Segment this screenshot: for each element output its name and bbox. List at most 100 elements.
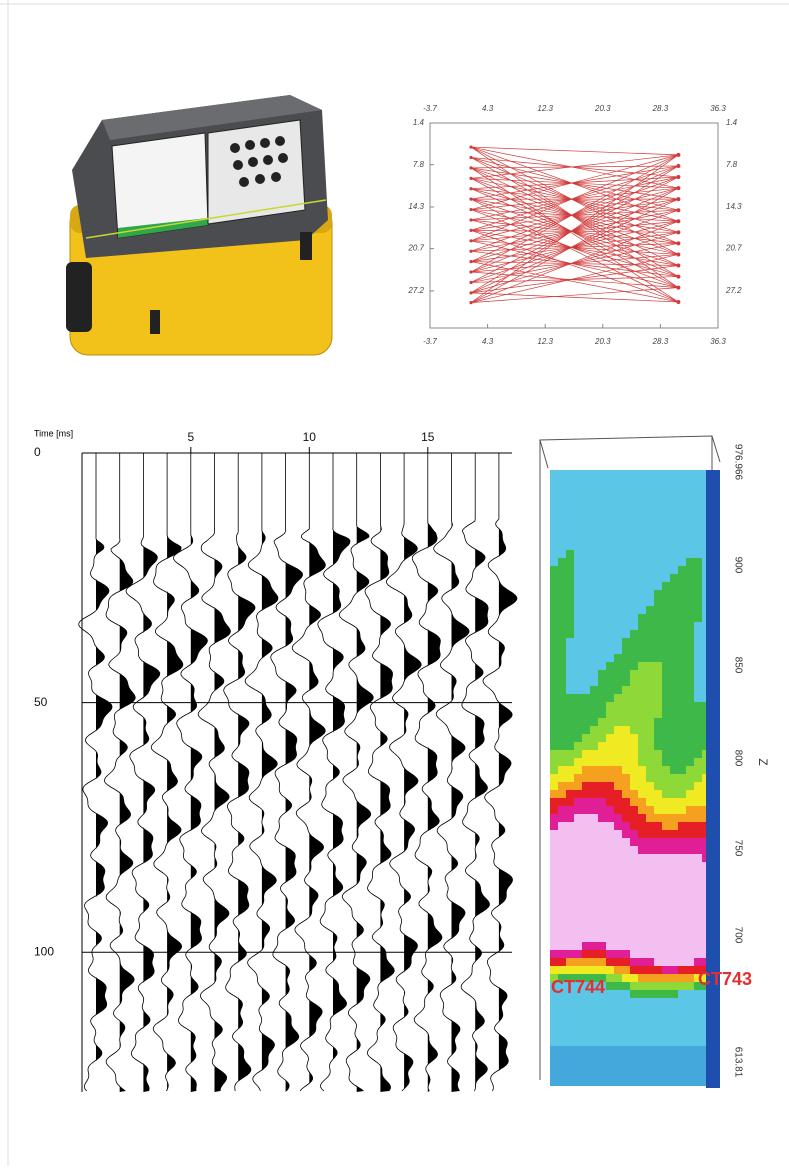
tomogram-cell bbox=[670, 1078, 678, 1086]
tomogram-cell bbox=[558, 550, 566, 558]
tomogram-cell bbox=[694, 566, 702, 574]
tomogram-cell bbox=[582, 534, 590, 542]
tomogram-cell bbox=[678, 774, 686, 782]
tomogram-cell bbox=[670, 526, 678, 534]
tomogram-cell bbox=[638, 502, 646, 510]
tomogram-cell bbox=[622, 1046, 630, 1054]
source bbox=[469, 250, 472, 253]
tomogram-cell bbox=[654, 798, 662, 806]
tomogram-cell bbox=[694, 926, 702, 934]
tomogram-cell bbox=[662, 1078, 670, 1086]
tomogram-cell bbox=[654, 1038, 662, 1046]
tomogram-cell bbox=[566, 470, 574, 478]
tomogram-cell bbox=[686, 726, 694, 734]
tomogram-cell bbox=[566, 582, 574, 590]
tomogram-cell bbox=[590, 670, 598, 678]
tomogram-cell bbox=[590, 782, 598, 790]
tomogram-cell bbox=[590, 774, 598, 782]
tomogram-cell bbox=[670, 502, 678, 510]
tomogram-cell bbox=[574, 950, 582, 958]
tomogram-cell bbox=[694, 590, 702, 598]
tomogram-cell bbox=[598, 558, 606, 566]
tomogram-cell bbox=[654, 942, 662, 950]
tomogram-cell bbox=[566, 478, 574, 486]
tomogram-cell bbox=[638, 998, 646, 1006]
tomogram-cell bbox=[630, 718, 638, 726]
tomogram-cell bbox=[614, 550, 622, 558]
tomogram-cell bbox=[598, 966, 606, 974]
tomogram-cell bbox=[670, 966, 678, 974]
tomogram-cell bbox=[646, 566, 654, 574]
tomogram-cell bbox=[614, 558, 622, 566]
tomogram-cell bbox=[558, 750, 566, 758]
tomogram-cell bbox=[630, 838, 638, 846]
tomogram-cell bbox=[630, 678, 638, 686]
tomogram-cell bbox=[558, 950, 566, 958]
tomogram-cell bbox=[606, 742, 614, 750]
tomogram-cell bbox=[694, 806, 702, 814]
tomogram-cell bbox=[598, 534, 606, 542]
tomogram-cell bbox=[566, 1022, 574, 1030]
receiver bbox=[676, 264, 680, 268]
tomogram-cell bbox=[574, 542, 582, 550]
tomogram-cell bbox=[694, 1014, 702, 1022]
z-tick-label: 850 bbox=[732, 657, 743, 674]
tomogram-cell bbox=[558, 654, 566, 662]
trace-fill bbox=[238, 453, 255, 1092]
tomogram-cell bbox=[566, 790, 574, 798]
tomogram-cell bbox=[598, 638, 606, 646]
tomogram-cell bbox=[590, 862, 598, 870]
tomogram-cell bbox=[590, 814, 598, 822]
tomogram-cell bbox=[662, 934, 670, 942]
tomogram-cell bbox=[566, 998, 574, 1006]
tomogram-cell bbox=[662, 694, 670, 702]
tomogram-cell bbox=[646, 478, 654, 486]
tomogram-cell bbox=[694, 678, 702, 686]
tomogram-cell bbox=[590, 902, 598, 910]
tomogram-cell bbox=[638, 726, 646, 734]
tomogram-cell bbox=[686, 758, 694, 766]
source bbox=[469, 218, 472, 221]
tomogram-cell bbox=[654, 998, 662, 1006]
tomogram-cell bbox=[614, 1014, 622, 1022]
tomogram-cell bbox=[638, 670, 646, 678]
tomogram-cell bbox=[574, 886, 582, 894]
tomogram-cell bbox=[614, 934, 622, 942]
tomogram-cell bbox=[558, 926, 566, 934]
tomogram-cell bbox=[614, 766, 622, 774]
tomogram-cell bbox=[638, 1046, 646, 1054]
tomogram-cell bbox=[670, 566, 678, 574]
tomogram-cell bbox=[566, 1054, 574, 1062]
tomogram-cell bbox=[550, 518, 558, 526]
tomogram-cell bbox=[550, 606, 558, 614]
y-tick-label: 27.2 bbox=[407, 286, 424, 295]
tomogram-cell bbox=[694, 822, 702, 830]
tomogram-cell bbox=[558, 998, 566, 1006]
tomogram-cell bbox=[654, 926, 662, 934]
tomogram-cell bbox=[694, 622, 702, 630]
tomogram-cell bbox=[694, 918, 702, 926]
tomogram-cell bbox=[630, 766, 638, 774]
tomogram-cell bbox=[670, 630, 678, 638]
tomogram-cell bbox=[566, 694, 574, 702]
tomogram-cell bbox=[694, 1062, 702, 1070]
tomogram-cell bbox=[574, 638, 582, 646]
trace-fill bbox=[309, 453, 325, 1092]
tomogram-cell bbox=[582, 558, 590, 566]
tomogram-cell bbox=[558, 670, 566, 678]
tomogram-cell bbox=[558, 1078, 566, 1086]
tomogram-cell bbox=[550, 502, 558, 510]
tomogram-cell bbox=[670, 510, 678, 518]
tomogram-cell bbox=[638, 942, 646, 950]
tomogram-cell bbox=[582, 822, 590, 830]
tomogram-cell bbox=[670, 590, 678, 598]
source bbox=[469, 301, 472, 304]
tomogram-cell bbox=[630, 1046, 638, 1054]
tomogram-cell bbox=[558, 958, 566, 966]
tomogram-cell bbox=[654, 974, 662, 982]
y-tick-label: 7.8 bbox=[726, 160, 738, 169]
tomogram-cell bbox=[582, 774, 590, 782]
tomogram-cell bbox=[630, 774, 638, 782]
tomogram-cell bbox=[606, 862, 614, 870]
tomogram-cell bbox=[582, 854, 590, 862]
